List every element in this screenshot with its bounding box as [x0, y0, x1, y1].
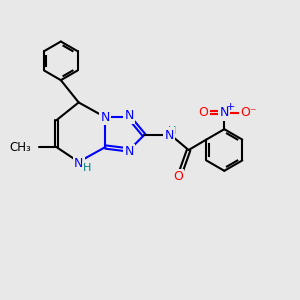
Text: N: N [101, 111, 110, 124]
Text: H: H [83, 164, 91, 173]
Text: CH₃: CH₃ [9, 140, 31, 154]
Text: O: O [199, 106, 208, 119]
Text: N: N [124, 109, 134, 122]
Text: N: N [220, 106, 229, 119]
Text: O: O [173, 170, 183, 183]
Text: O⁻: O⁻ [240, 106, 257, 119]
Text: N: N [165, 129, 174, 142]
Text: N: N [74, 157, 83, 170]
Text: +: + [226, 102, 236, 112]
Text: N: N [124, 145, 134, 158]
Text: H: H [168, 126, 176, 136]
